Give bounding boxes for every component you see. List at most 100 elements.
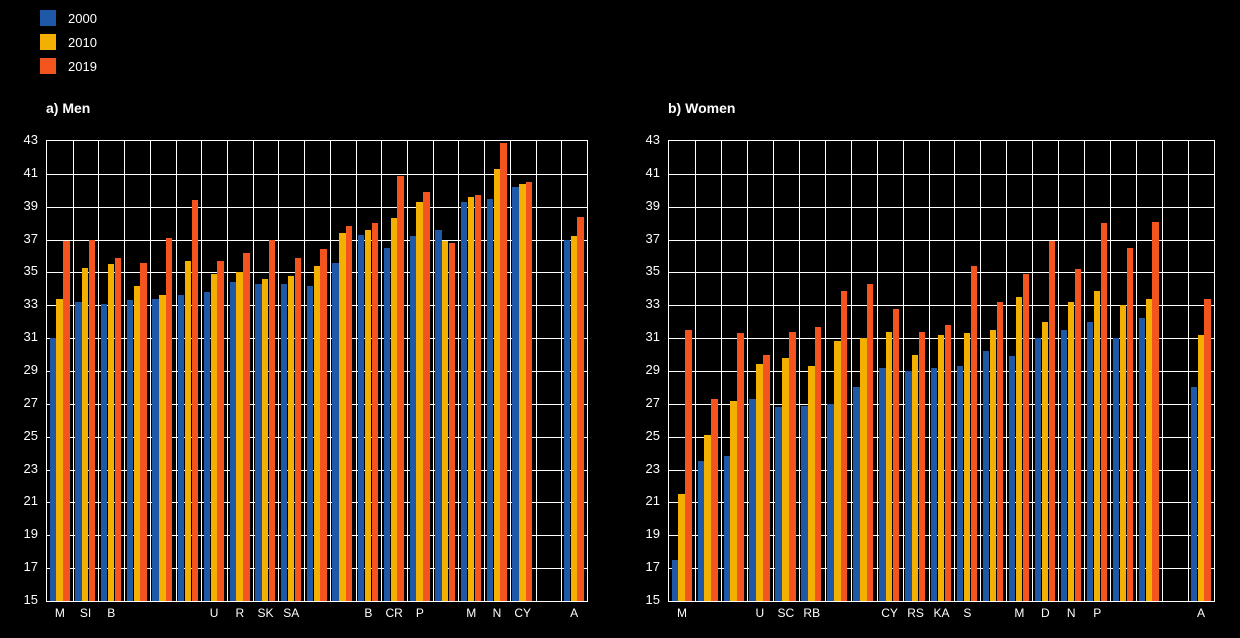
bar-2010 (1145, 298, 1152, 601)
bar-2019 (371, 223, 379, 601)
bar-2019 (737, 333, 744, 601)
v-gridline (252, 141, 254, 601)
v-gridline (772, 141, 774, 601)
x-tick-label: N (1066, 606, 1076, 620)
y-tick-label: 15 (645, 592, 660, 607)
bar-2010 (416, 201, 423, 601)
v-gridline (902, 141, 904, 601)
bar-2000 (879, 367, 886, 601)
plot-area-women: M U SC RB CY RS KA S M D N P A (668, 140, 1215, 620)
bar-2010 (262, 279, 269, 601)
x-tick-label: M (1014, 606, 1025, 620)
y-tick-label: 41 (23, 164, 38, 180)
h-gridline (669, 206, 1214, 208)
bar-2019 (88, 239, 96, 601)
legend-swatch-2000 (40, 10, 56, 26)
y-tick-label: 21 (645, 493, 660, 509)
bar-2019 (1048, 241, 1056, 601)
bar-2010 (886, 331, 893, 601)
bar-2000 (563, 239, 571, 601)
bar-2000 (281, 283, 288, 601)
bar-2000 (409, 236, 416, 601)
bar-2000 (853, 387, 860, 601)
bar-2000 (671, 559, 678, 601)
h-gridline (669, 239, 1214, 241)
bar-2010 (1041, 321, 1049, 601)
bar-2019 (1126, 247, 1133, 601)
v-gridline (509, 141, 511, 601)
y-tick-label: 43 (23, 132, 38, 147)
bar-2010 (963, 333, 971, 601)
x-tick-label: D (1040, 606, 1050, 620)
v-gridline (458, 141, 460, 601)
y-tick-label: 39 (645, 197, 660, 213)
y-tick-label: 33 (23, 296, 38, 312)
v-gridline (304, 141, 306, 601)
bar-2000 (723, 456, 730, 601)
y-tick-label: 27 (645, 394, 660, 410)
y-tick-label: 37 (23, 230, 38, 246)
bar-2010 (236, 272, 243, 601)
v-gridline (720, 141, 722, 601)
v-gridline (850, 141, 852, 601)
v-gridline (227, 141, 228, 601)
v-gridline (1188, 141, 1190, 601)
v-gridline (1162, 141, 1164, 601)
v-gridline (1084, 141, 1086, 601)
y-tick-label: 41 (645, 164, 660, 180)
v-gridline (484, 141, 486, 601)
bar-2019 (1022, 274, 1030, 601)
x-tick-label: SK (257, 606, 274, 620)
bar-2000 (101, 303, 108, 601)
bar-2019 (867, 283, 874, 601)
x-tick-label: KA (933, 606, 950, 620)
v-gridline (98, 141, 100, 601)
y-tick-label: 21 (23, 493, 38, 509)
bar-2019 (577, 216, 584, 601)
bar-2010 (287, 275, 295, 601)
bar-2019 (114, 257, 121, 601)
bar-2010 (570, 236, 577, 601)
bar-2010 (1067, 302, 1075, 601)
bar-2010 (912, 354, 919, 601)
bar-2019 (685, 329, 692, 601)
legend-label-2019: 2019 (68, 58, 97, 74)
bar-2019 (217, 260, 224, 601)
v-gridline (1058, 141, 1060, 601)
y-tick-label: 29 (23, 362, 38, 377)
v-gridline (407, 141, 408, 601)
bar-2000 (435, 229, 442, 601)
bar-2019 (789, 331, 796, 601)
v-gridline (381, 141, 383, 601)
bar-2019 (268, 239, 276, 601)
bar-2019 (294, 257, 301, 601)
v-gridline (355, 141, 357, 601)
bar-2010 (107, 264, 115, 601)
bar-2000 (486, 198, 494, 601)
bar-2019 (63, 241, 70, 601)
bar-2010 (442, 241, 449, 601)
x-tick-label: A (570, 606, 579, 620)
bar-2000 (152, 298, 159, 601)
bar-2000 (775, 407, 782, 601)
bar-2000 (1034, 338, 1042, 601)
bar-2019 (1204, 298, 1211, 601)
x-tick-label: SI (79, 606, 92, 620)
x-tick-label: CY (881, 606, 898, 620)
bar-2000 (461, 201, 468, 601)
x-tick-label: M (54, 606, 65, 620)
v-gridline (124, 141, 126, 601)
h-gridline (47, 173, 587, 175)
bar-2019 (1100, 223, 1107, 601)
bar-2000 (1138, 318, 1146, 601)
bar-2010 (1093, 290, 1101, 601)
bar-2010 (782, 357, 789, 601)
bar-2000 (75, 302, 82, 601)
v-gridline (175, 141, 177, 601)
legend-item-2000: 2000 (40, 6, 97, 30)
bar-2000 (1008, 356, 1016, 601)
bar-2000 (178, 295, 185, 601)
bar-2000 (49, 338, 56, 601)
x-tick-label: CR (385, 606, 403, 620)
